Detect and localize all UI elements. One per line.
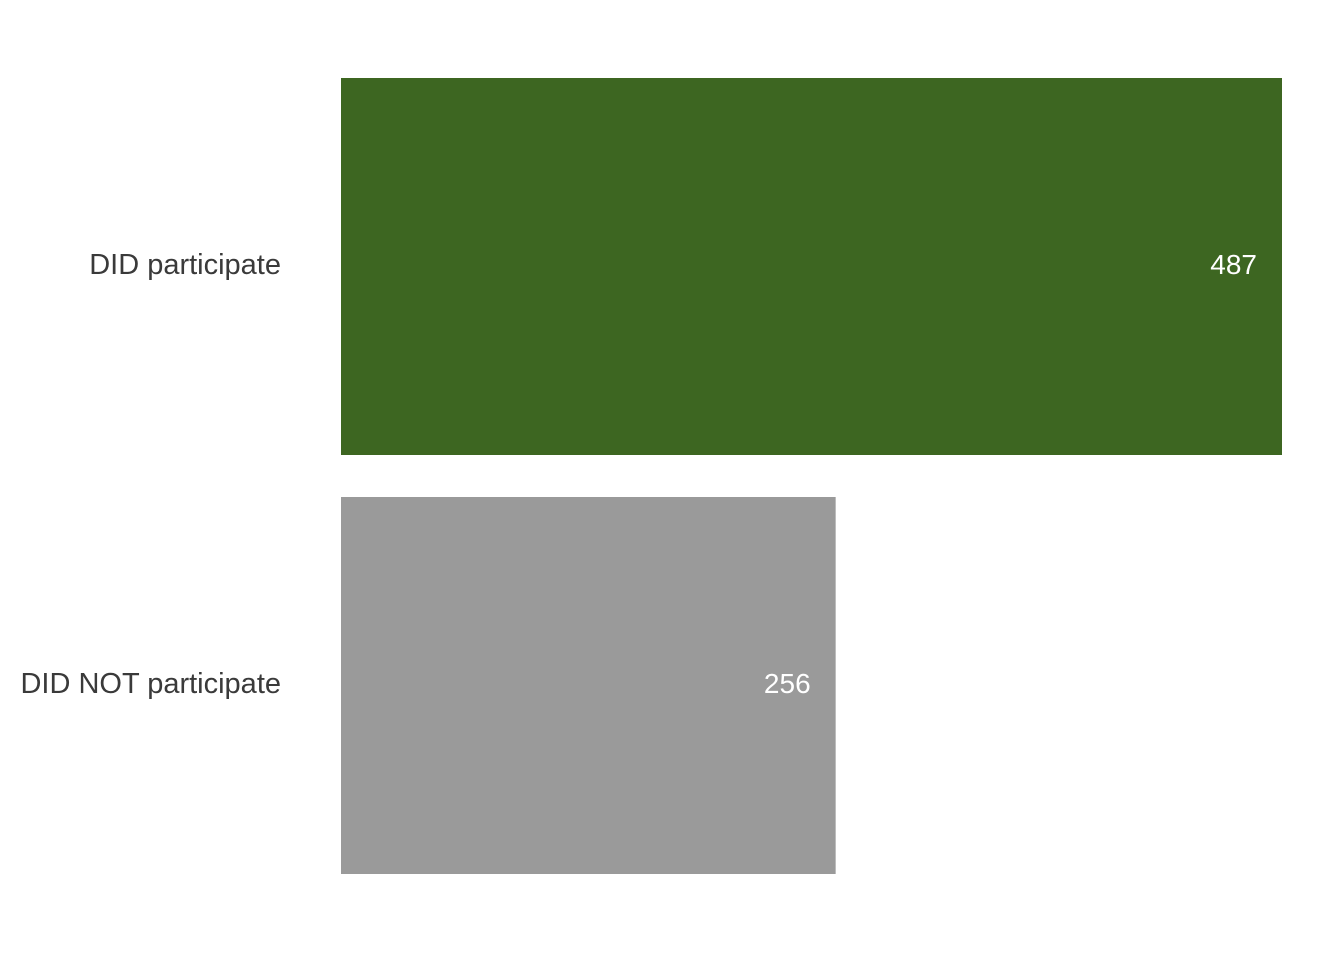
bar-0 [341,78,1282,455]
category-label-1: DID NOT participate [20,668,281,700]
category-label-0: DID participate [89,249,281,281]
labels-group: DID participate 487 DID NOT participate 256 [20,249,1257,700]
bar-1 [341,497,836,874]
value-label-1: 256 [764,668,811,699]
bars-group [341,78,1282,874]
value-label-0: 487 [1210,249,1257,280]
